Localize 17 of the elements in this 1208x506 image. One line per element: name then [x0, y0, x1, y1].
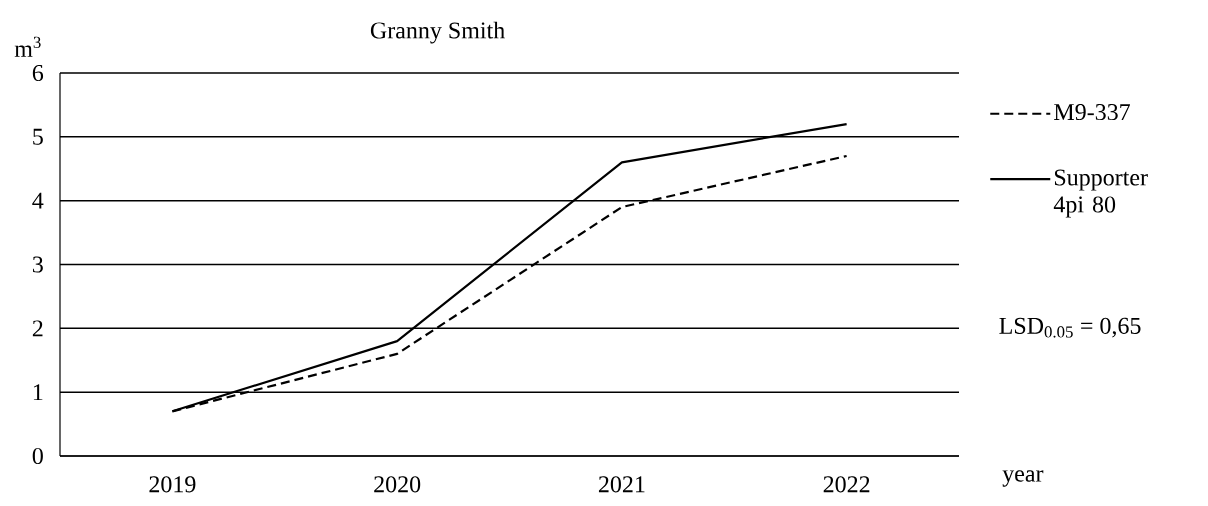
text: LSD$_{0.05}$ = 0,65: [999, 317, 1141, 338]
legend-label: M9-337: [1054, 104, 1130, 121]
y-tick-label: 2: [32, 320, 43, 337]
legend-label: Supporter 4pi 80: [1053, 169, 1148, 218]
y-tick-label: 0: [32, 447, 43, 465]
y-axis-title: m$^{3}$: [14, 36, 41, 57]
y-tick-label: 3: [32, 256, 43, 273]
x-axis-title: year: [1002, 470, 1044, 487]
x-tick-label: 2020: [374, 476, 421, 493]
y-tick-label: 1: [33, 384, 43, 401]
x-tick-label: 2021: [598, 476, 645, 493]
y-tick-label: 4: [32, 192, 44, 209]
x-tick-label: 2019: [149, 476, 196, 493]
y-tick-label: 6: [32, 64, 44, 82]
chart-title: Granny Smith: [370, 21, 505, 44]
y-tick-label: 5: [33, 128, 43, 145]
x-tick-label: 2022: [823, 476, 870, 493]
